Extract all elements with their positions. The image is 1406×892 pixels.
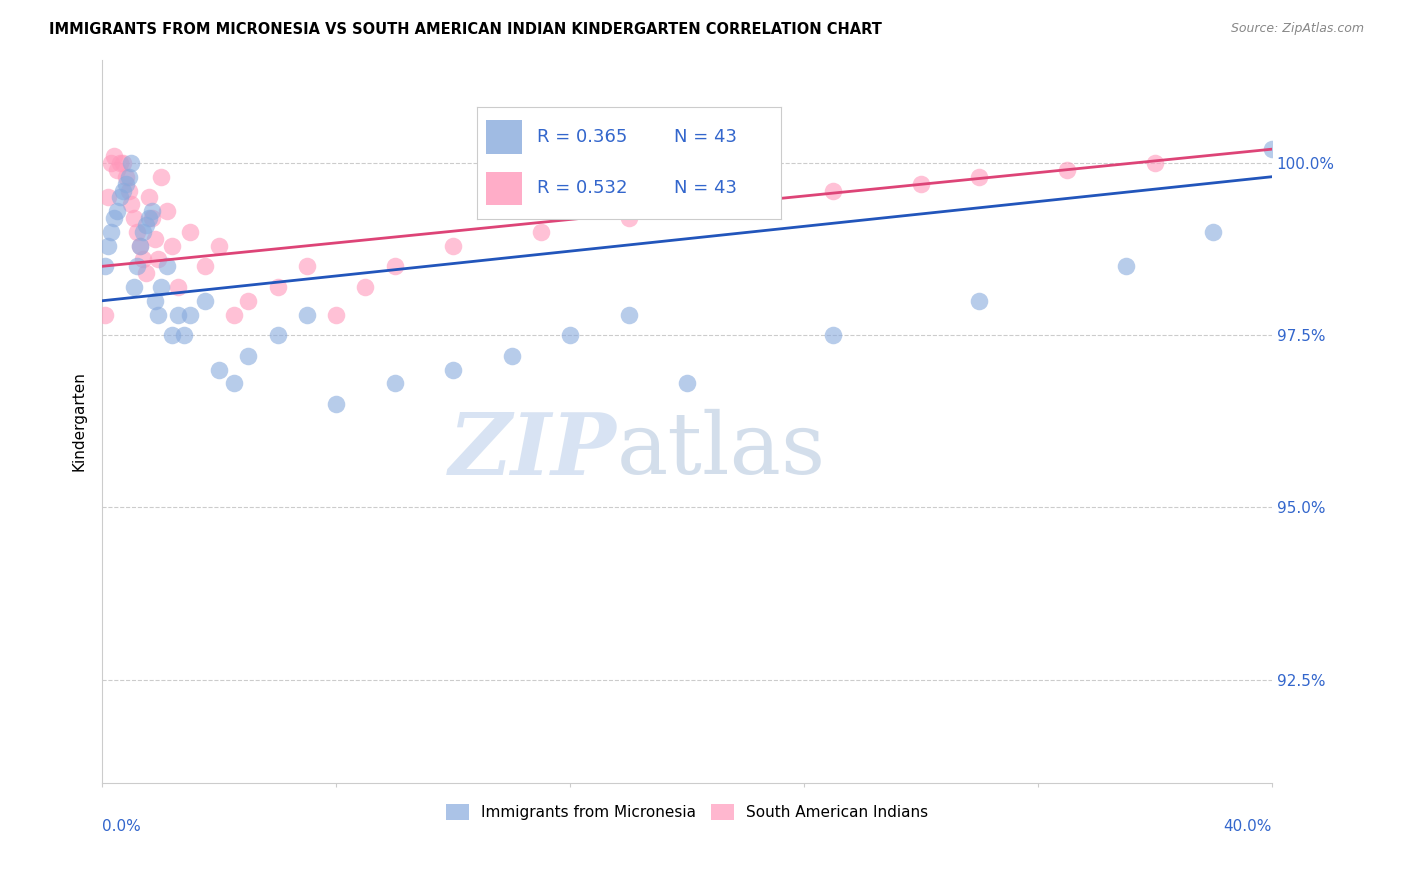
Point [108, 156, 131, 170]
Point [530, 225, 553, 239]
Point [97, 238, 120, 252]
Point [100, 225, 122, 239]
Point [127, 260, 149, 274]
Point [325, 397, 347, 411]
Point [94, 308, 117, 322]
Point [124, 211, 146, 225]
Point [969, 169, 991, 184]
Text: 0.0%: 0.0% [103, 819, 141, 834]
Point [969, 293, 991, 308]
Point [558, 328, 581, 343]
Point [501, 349, 523, 363]
Y-axis label: Kindergarten: Kindergarten [72, 371, 86, 471]
Point [295, 260, 318, 274]
Point [124, 280, 146, 294]
Point [138, 190, 160, 204]
Point [127, 225, 149, 239]
Point [238, 349, 260, 363]
Point [1261, 142, 1284, 156]
Point [266, 280, 288, 294]
Text: IMMIGRANTS FROM MICRONESIA VS SOUTH AMERICAN INDIAN KINDERGARTEN CORRELATION CHA: IMMIGRANTS FROM MICRONESIA VS SOUTH AMER… [49, 22, 882, 37]
Point [111, 156, 134, 170]
Point [193, 293, 215, 308]
Point [138, 211, 160, 225]
Point [103, 149, 125, 163]
Point [105, 162, 128, 177]
Text: Source: ZipAtlas.com: Source: ZipAtlas.com [1230, 22, 1364, 36]
Point [135, 218, 157, 232]
Text: 40.0%: 40.0% [1223, 819, 1272, 834]
Point [1115, 260, 1137, 274]
Point [179, 308, 201, 322]
Point [238, 293, 260, 308]
Point [173, 328, 195, 343]
Point [149, 280, 172, 294]
Point [155, 260, 177, 274]
Point [823, 328, 845, 343]
Point [146, 252, 169, 267]
Point [676, 197, 699, 211]
Point [100, 156, 122, 170]
Point [266, 328, 288, 343]
Point [105, 204, 128, 219]
Point [94, 260, 117, 274]
Point [222, 376, 245, 391]
Point [354, 280, 377, 294]
Point [162, 238, 184, 252]
Point [734, 190, 756, 204]
Point [617, 211, 640, 225]
Point [155, 204, 177, 219]
Point [103, 211, 125, 225]
Point [823, 184, 845, 198]
Point [676, 376, 699, 391]
Point [111, 184, 134, 198]
Point [114, 177, 136, 191]
Text: ZIP: ZIP [449, 409, 617, 492]
Point [114, 169, 136, 184]
Point [141, 211, 163, 225]
Point [910, 177, 932, 191]
Legend: Immigrants from Micronesia, South American Indians: Immigrants from Micronesia, South Americ… [440, 797, 935, 826]
Point [208, 362, 231, 376]
Point [222, 308, 245, 322]
Point [325, 308, 347, 322]
Point [120, 197, 142, 211]
Point [179, 225, 201, 239]
Text: atlas: atlas [617, 409, 825, 491]
Point [132, 225, 155, 239]
Point [617, 308, 640, 322]
Point [1056, 162, 1078, 177]
Point [193, 260, 215, 274]
Point [117, 184, 139, 198]
Point [143, 293, 166, 308]
Point [384, 260, 406, 274]
Point [108, 190, 131, 204]
Point [384, 376, 406, 391]
Point [146, 308, 169, 322]
Point [97, 190, 120, 204]
Point [117, 169, 139, 184]
Point [167, 308, 190, 322]
Point [129, 238, 152, 252]
Point [149, 169, 172, 184]
Point [120, 156, 142, 170]
Point [162, 328, 184, 343]
Point [143, 232, 166, 246]
Point [129, 238, 152, 252]
Point [208, 238, 231, 252]
Point [132, 252, 155, 267]
Point [1143, 156, 1166, 170]
Point [441, 362, 464, 376]
Point [295, 308, 318, 322]
Point [1202, 225, 1225, 239]
Point [441, 238, 464, 252]
Point [135, 266, 157, 280]
Point [141, 204, 163, 219]
Point [167, 280, 190, 294]
